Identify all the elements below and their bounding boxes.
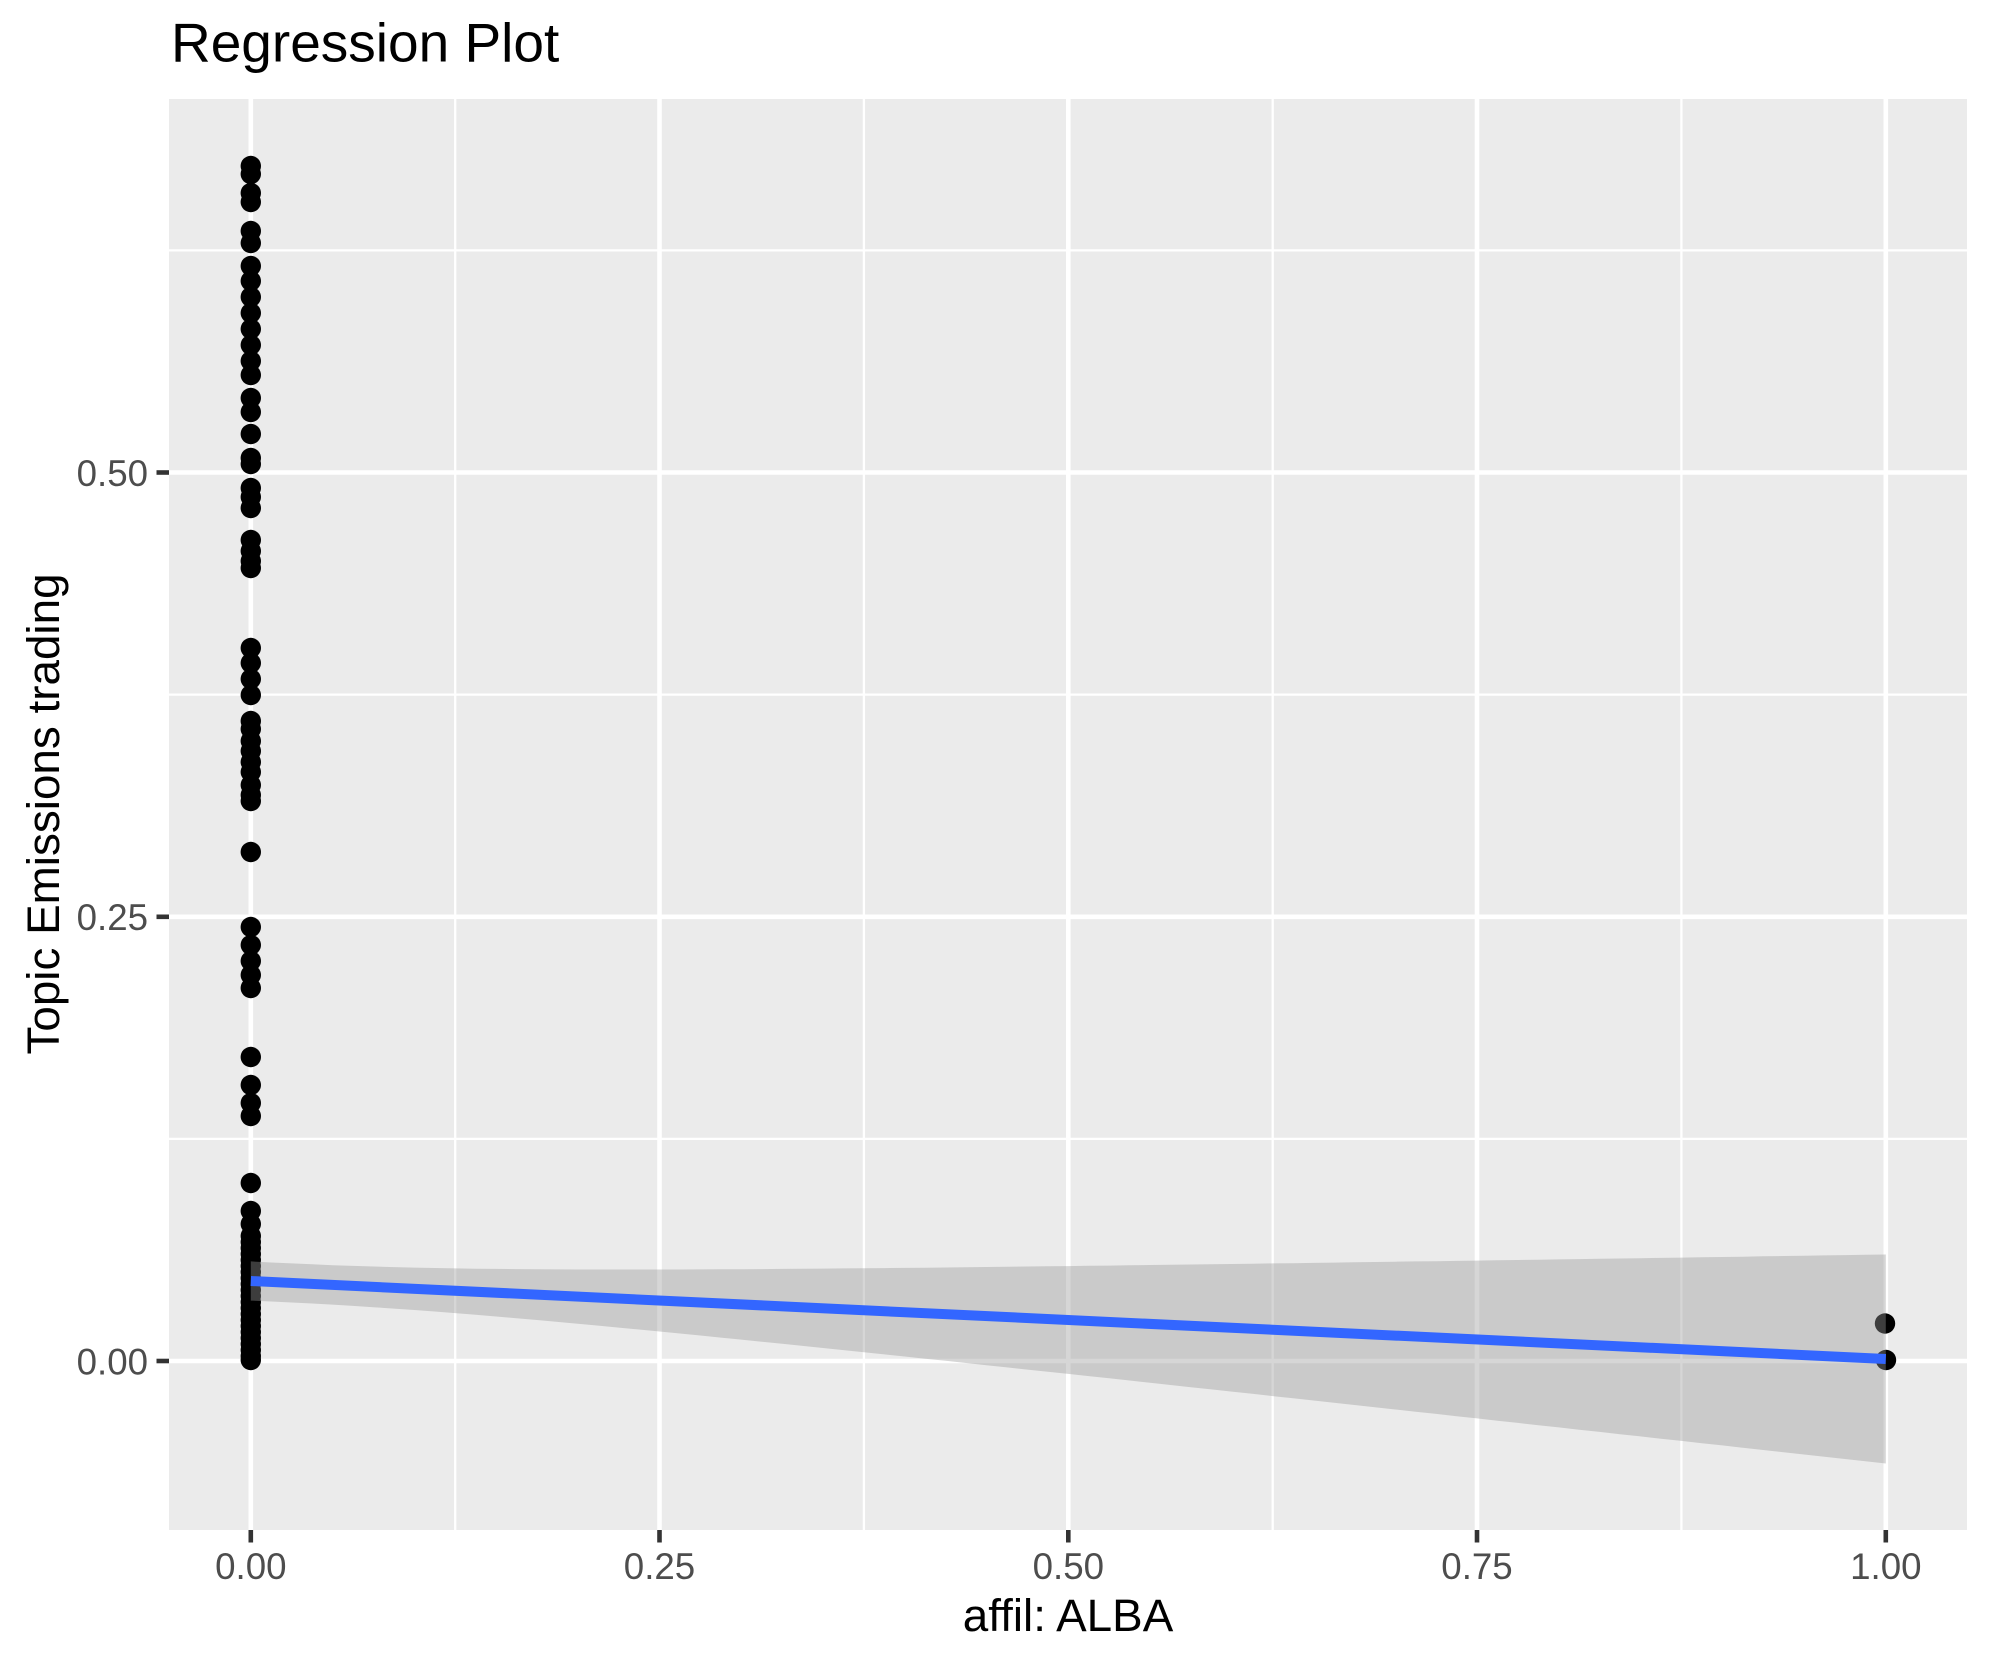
svg-text:affil: ALBA: affil: ALBA: [963, 1590, 1174, 1641]
svg-text:Topic Emissions trading: Topic Emissions trading: [18, 573, 69, 1054]
svg-text:0.00: 0.00: [77, 1341, 148, 1382]
svg-text:1.00: 1.00: [1850, 1546, 1921, 1587]
svg-text:0.50: 0.50: [77, 453, 148, 494]
svg-text:0.50: 0.50: [1033, 1546, 1104, 1587]
svg-text:0.25: 0.25: [77, 897, 148, 938]
svg-text:0.75: 0.75: [1441, 1546, 1512, 1587]
svg-text:Regression Plot: Regression Plot: [171, 12, 559, 74]
svg-text:0.00: 0.00: [215, 1546, 286, 1587]
svg-text:0.25: 0.25: [624, 1546, 695, 1587]
